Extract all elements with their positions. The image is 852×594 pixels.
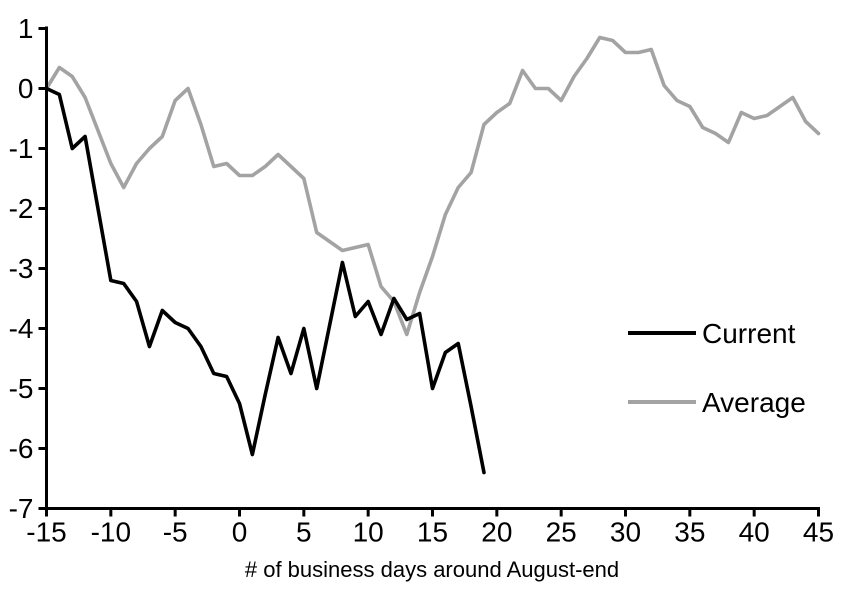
y-tick-label: 1: [18, 13, 34, 44]
x-tick-label: 0: [232, 517, 248, 548]
legend-label-average: Average: [702, 387, 806, 418]
x-tick-label: 20: [481, 517, 512, 548]
x-tick-label: 30: [610, 517, 641, 548]
x-tick-label: 10: [353, 517, 384, 548]
x-tick-label: 15: [417, 517, 448, 548]
legend: Current Average: [628, 318, 806, 418]
y-tick-label: -1: [9, 133, 34, 164]
x-tick-label: -15: [26, 517, 66, 548]
y-tick-label: -6: [9, 433, 34, 464]
y-tick-label: -4: [9, 313, 34, 344]
y-tick-label: -3: [9, 253, 34, 284]
x-axis-title: # of business days around August-end: [245, 557, 619, 582]
series-line-average: [44, 35, 821, 337]
series-line-current: [44, 86, 486, 475]
x-tick-label: 5: [296, 517, 312, 548]
x-tick-label: -5: [163, 517, 188, 548]
x-tick-label: 40: [739, 517, 770, 548]
y-tick-label: -5: [9, 373, 34, 404]
y-tick-label: -2: [9, 193, 34, 224]
legend-item-current: Current: [628, 318, 796, 349]
x-tick-label: 45: [803, 517, 834, 548]
x-tick-label: 25: [546, 517, 577, 548]
y-tick-label: 0: [18, 73, 34, 104]
legend-item-average: Average: [628, 387, 806, 418]
y-tick-label: -7: [9, 493, 34, 524]
x-tick-label: -10: [91, 517, 131, 548]
legend-label-current: Current: [702, 318, 796, 349]
x-tick-label: 35: [674, 517, 705, 548]
